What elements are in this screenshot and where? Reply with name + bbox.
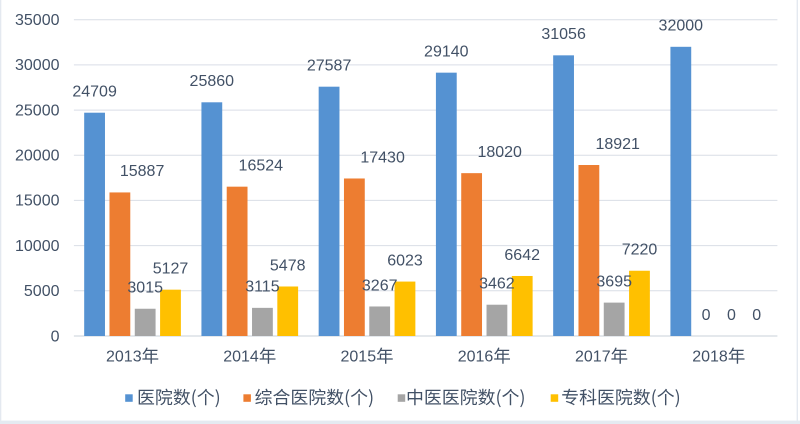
svg-text:3462: 3462 [479,276,515,293]
svg-text:2015: 2015 [341,349,377,366]
svg-text:6023: 6023 [387,252,423,269]
svg-text:7220: 7220 [622,242,658,259]
svg-text:15887: 15887 [120,163,165,180]
svg-text:10000: 10000 [15,238,60,255]
svg-text:0: 0 [727,307,736,324]
svg-text:5127: 5127 [153,261,189,278]
svg-text:18020: 18020 [477,144,522,161]
svg-text:0: 0 [702,307,711,324]
svg-text:2016: 2016 [458,349,494,366]
svg-text:24709: 24709 [72,84,117,101]
svg-text:17430: 17430 [360,149,405,166]
svg-text:30000: 30000 [15,57,60,74]
svg-text:3115: 3115 [245,279,280,296]
svg-text:25860: 25860 [190,73,235,90]
svg-text:5478: 5478 [270,257,306,274]
svg-text:15000: 15000 [15,193,60,210]
svg-text:2014: 2014 [223,349,259,366]
svg-text:6642: 6642 [504,247,540,264]
svg-text:31056: 31056 [541,26,586,43]
svg-text:32000: 32000 [659,18,704,35]
svg-text:2018: 2018 [692,349,728,366]
svg-text:2013: 2013 [106,349,142,366]
svg-text:27587: 27587 [307,58,352,75]
svg-text:3015: 3015 [127,280,163,297]
svg-text:16524: 16524 [239,158,284,175]
svg-text:20000: 20000 [15,148,60,165]
svg-text:0: 0 [752,307,761,324]
svg-text:25000: 25000 [15,102,60,119]
svg-text:5000: 5000 [24,283,60,300]
svg-text:35000: 35000 [15,12,60,29]
svg-text:0: 0 [51,328,60,345]
svg-text:29140: 29140 [424,44,469,61]
svg-text:3267: 3267 [362,277,398,294]
svg-text:18921: 18921 [595,136,640,153]
svg-text:2017: 2017 [575,349,611,366]
svg-text:3695: 3695 [596,273,632,290]
